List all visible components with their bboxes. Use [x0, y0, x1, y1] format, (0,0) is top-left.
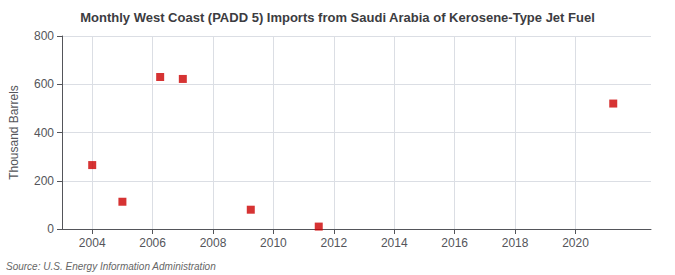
svg-text:2010: 2010 [260, 236, 287, 250]
svg-text:800: 800 [34, 29, 54, 43]
svg-text:2004: 2004 [79, 236, 106, 250]
svg-text:400: 400 [34, 126, 54, 140]
svg-text:Source: U.S. Energy Informatio: Source: U.S. Energy Information Administ… [6, 261, 216, 272]
svg-text:0: 0 [47, 222, 54, 236]
svg-text:Thousand Barrels: Thousand Barrels [7, 85, 21, 180]
svg-text:2006: 2006 [139, 236, 166, 250]
svg-text:600: 600 [34, 77, 54, 91]
svg-text:2008: 2008 [200, 236, 227, 250]
svg-text:2020: 2020 [562, 236, 589, 250]
svg-text:200: 200 [34, 174, 54, 188]
svg-text:2014: 2014 [381, 236, 408, 250]
svg-text:2016: 2016 [441, 236, 468, 250]
svg-text:Monthly West Coast (PADD 5) Im: Monthly West Coast (PADD 5) Imports from… [80, 10, 595, 25]
svg-text:2018: 2018 [502, 236, 529, 250]
svg-text:2012: 2012 [320, 236, 347, 250]
